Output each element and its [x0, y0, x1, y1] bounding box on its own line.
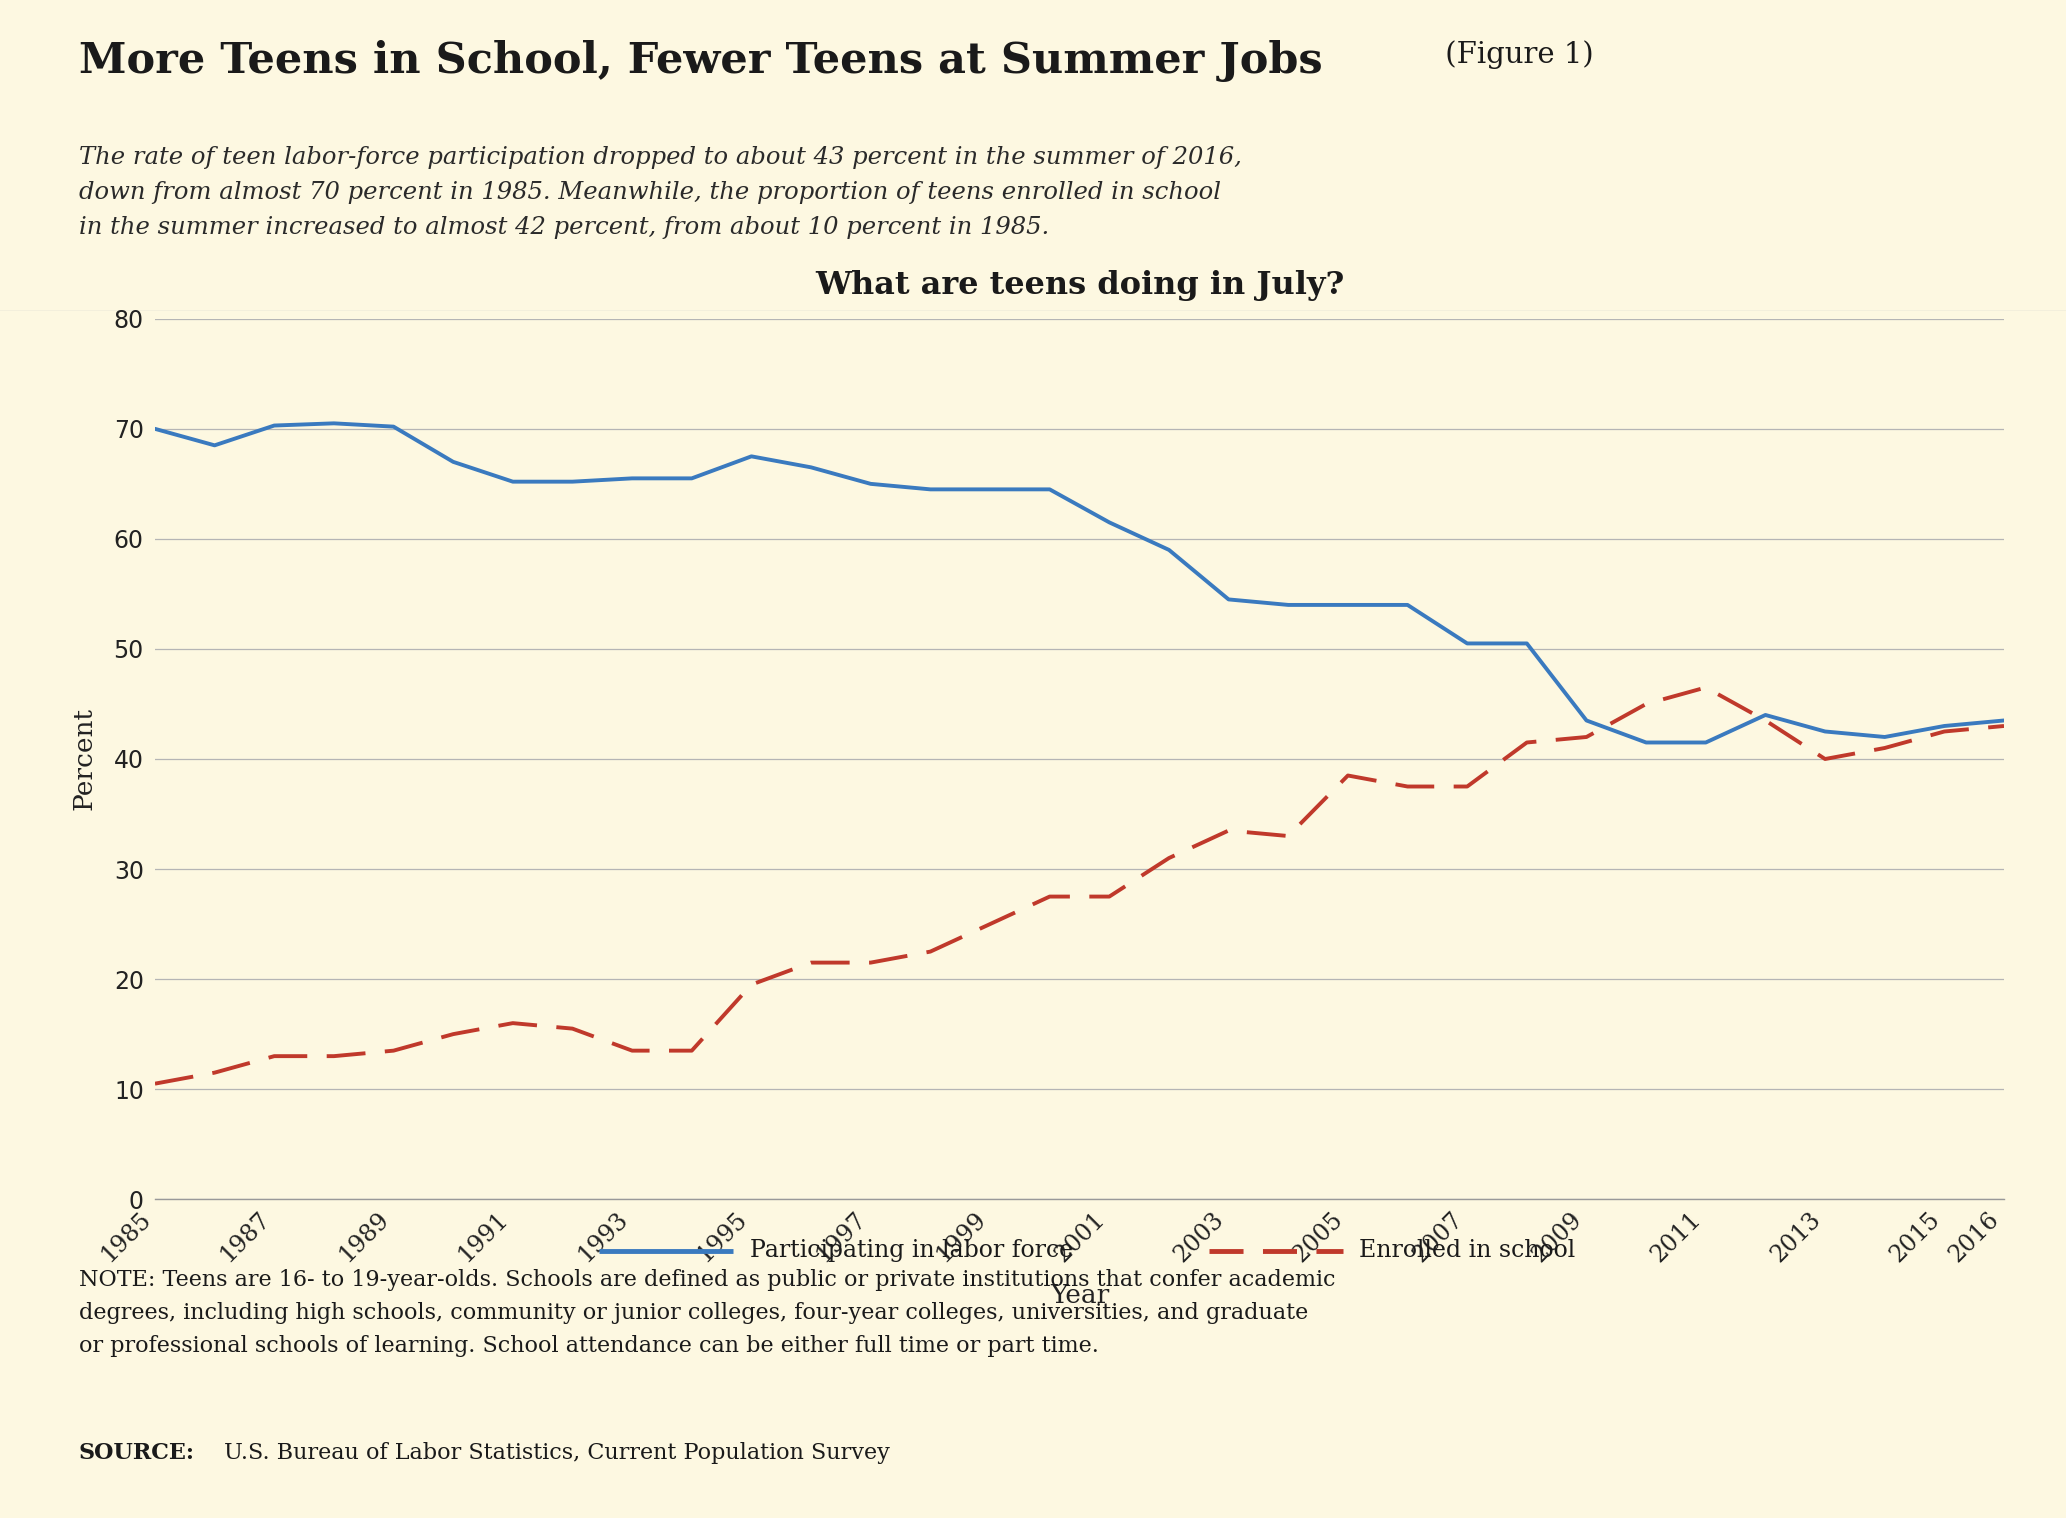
Text: U.S. Bureau of Labor Statistics, Current Population Survey: U.S. Bureau of Labor Statistics, Current…	[217, 1442, 890, 1463]
Text: (Figure 1): (Figure 1)	[1436, 41, 1593, 70]
Text: Participating in labor force: Participating in labor force	[750, 1239, 1072, 1263]
Text: The rate of teen labor-force participation dropped to about 43 percent in the su: The rate of teen labor-force participati…	[79, 146, 1242, 238]
Text: NOTE: Teens are 16- to 19-year-olds. Schools are defined as public or private in: NOTE: Teens are 16- to 19-year-olds. Sch…	[79, 1269, 1335, 1357]
Title: What are teens doing in July?: What are teens doing in July?	[814, 270, 1345, 301]
X-axis label: Year: Year	[1050, 1283, 1109, 1309]
Text: Enrolled in school: Enrolled in school	[1359, 1239, 1576, 1263]
Y-axis label: Percent: Percent	[72, 707, 97, 811]
Text: SOURCE:: SOURCE:	[79, 1442, 194, 1463]
Text: More Teens in School, Fewer Teens at Summer Jobs: More Teens in School, Fewer Teens at Sum…	[79, 41, 1322, 82]
